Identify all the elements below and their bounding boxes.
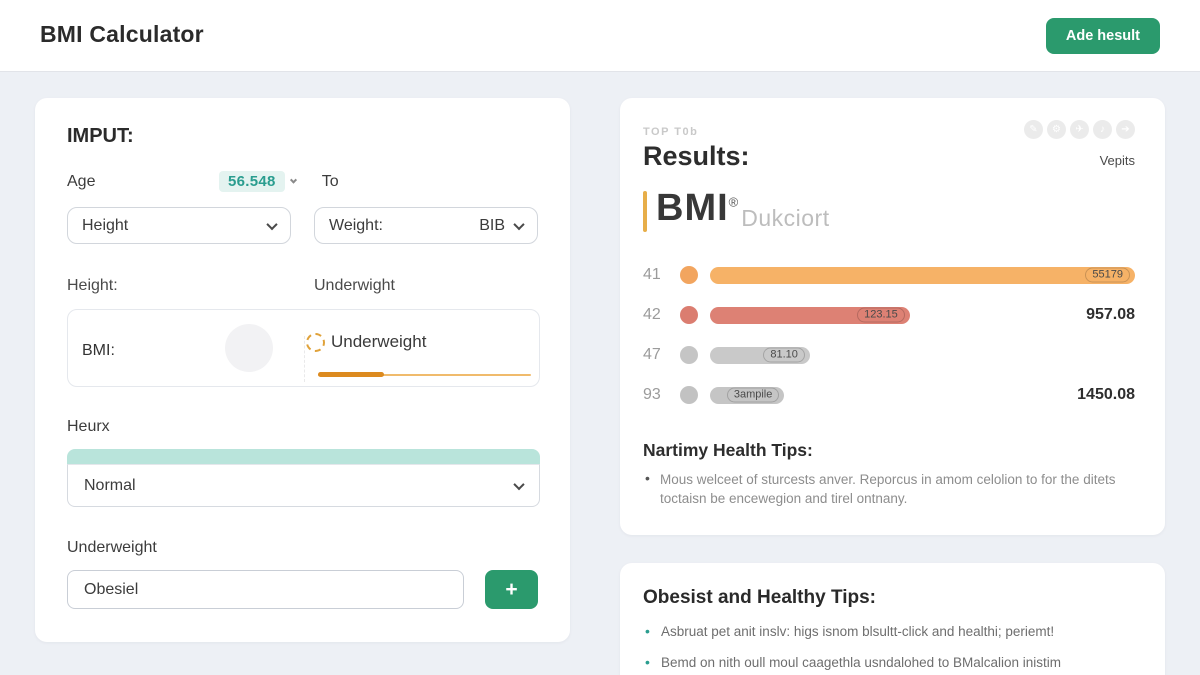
results-panel: TOP T0b ✎ ⚙ ✈ ♪ ➔ Results: Vepits BMI® D… xyxy=(620,98,1165,535)
chevron-down-icon xyxy=(513,478,525,490)
age-row: Age 56.548 To xyxy=(67,171,538,192)
healthy-tips-panel: Obesist and Healthy Tips: Asbruat pet an… xyxy=(620,563,1165,675)
bar-fill: 123.15 xyxy=(710,306,910,324)
healthy-tips-list: Asbruat pet anit inslv: higs isnom blsul… xyxy=(643,622,1135,673)
health-tips-heading: Nartimy Health Tips: xyxy=(643,440,813,460)
info-icon[interactable]: ♪ xyxy=(1093,120,1112,139)
chevron-down-icon xyxy=(266,218,278,230)
bar-label: 123.15 xyxy=(857,307,905,323)
bmi-progress-track xyxy=(318,372,531,377)
underweight-label: Underweight xyxy=(67,539,157,556)
vepits-label: Vepits xyxy=(1099,153,1135,168)
input-panel: IMPUT: Age 56.548 To Height Weight: BIB … xyxy=(35,98,570,642)
bmi-result-box: BMI: Underweight xyxy=(67,309,540,387)
normal-select[interactable]: Normal xyxy=(67,464,540,507)
bar-category: 47 xyxy=(643,346,661,363)
bar-label: 55179 xyxy=(1085,267,1130,283)
bar-category: 93 xyxy=(643,386,661,403)
add-entry-button[interactable]: + xyxy=(485,570,538,609)
bar-track: 81.10 xyxy=(710,346,1135,364)
page-title: BMI Calculator xyxy=(40,21,204,47)
bmi-label: BMI: xyxy=(82,342,115,359)
bmi-status-row: Underweight xyxy=(306,332,426,352)
share-icon[interactable]: ✈ xyxy=(1070,120,1089,139)
healthy-tips-heading: Obesist and Healthy Tips: xyxy=(643,587,876,608)
bar-dot xyxy=(680,346,698,364)
healthy-tip-item: Asbruat pet anit inslv: higs isnom blsul… xyxy=(643,622,1135,642)
badge-icons: ✎ ⚙ ✈ ♪ ➔ xyxy=(1024,120,1135,139)
bar-track: 55179 xyxy=(710,266,1135,284)
bar-category: 42 xyxy=(643,306,661,323)
bar-value: 957.08 xyxy=(1086,306,1135,323)
bar-label: 3ampile xyxy=(726,387,780,403)
bar-fill: 3ampile xyxy=(710,386,785,404)
add-result-button[interactable]: Ade hesult xyxy=(1045,18,1160,54)
bar-track: 123.15 957.08 xyxy=(710,306,1135,324)
arrow-icon[interactable]: ➔ xyxy=(1116,120,1135,139)
height-select-value: Height xyxy=(82,216,129,234)
bmi-progress-fill xyxy=(318,372,385,377)
age-value-pill[interactable]: 56.548 xyxy=(219,171,285,192)
height-caption: Height: xyxy=(67,277,118,294)
bar-value: 1450.08 xyxy=(1077,386,1135,403)
caption-row: Height: Underwight xyxy=(67,277,538,295)
weight-select[interactable]: Weight: BIB xyxy=(314,207,538,244)
bar-dot xyxy=(680,386,698,404)
obese-input[interactable] xyxy=(67,570,465,609)
bmi-status-text: Underweight xyxy=(331,332,427,351)
bar-row: 47 81.10 xyxy=(643,335,1135,375)
input-heading: IMPUT: xyxy=(67,125,134,147)
results-eyebrow: TOP T0b xyxy=(643,126,699,138)
bar-track: 3ampile 1450.08 xyxy=(710,386,1135,404)
healthy-tip-item: Bemd on nith oull moul caagethla usndalo… xyxy=(643,653,1135,673)
bmi-logo: BMI® Dukciort xyxy=(643,187,1135,235)
weight-select-label: Weight: xyxy=(329,216,383,234)
registered-mark: ® xyxy=(728,194,740,210)
heurx-label: Heurx xyxy=(67,418,110,435)
top-bar: BMI Calculator Ade hesult xyxy=(0,0,1200,72)
select-row: Height Weight: BIB xyxy=(67,207,538,244)
bar-label: 81.10 xyxy=(763,347,805,363)
results-header-row: TOP T0b ✎ ⚙ ✈ ♪ ➔ xyxy=(643,120,1135,139)
underwight-caption: Underwight xyxy=(314,277,395,294)
chevron-down-icon[interactable] xyxy=(289,176,297,184)
pencil-icon[interactable]: ✎ xyxy=(1024,120,1043,139)
age-label: Age xyxy=(67,172,96,190)
bar-row: 93 3ampile 1450.08 xyxy=(643,375,1135,415)
logo-text: BMI® xyxy=(656,187,740,229)
normal-select-value: Normal xyxy=(84,476,136,494)
bar-row: 42 123.15 957.08 xyxy=(643,295,1135,335)
bar-fill: 81.10 xyxy=(710,346,810,364)
health-tips-list: Mous welceet of sturcests anver. Reporcu… xyxy=(643,469,1135,508)
bar-category: 41 xyxy=(643,266,661,283)
teal-strip xyxy=(67,449,540,464)
chevron-down-icon xyxy=(513,218,525,230)
logo-subtext: Dukciort xyxy=(741,205,830,231)
height-select[interactable]: Height xyxy=(67,207,291,244)
logo-accent-bar xyxy=(643,191,647,232)
dashed-ring-icon xyxy=(306,332,325,352)
bar-dot xyxy=(680,266,698,284)
gear-icon[interactable]: ⚙ xyxy=(1047,120,1066,139)
results-heading: Results: xyxy=(643,141,750,171)
bar-row: 41 55179 xyxy=(643,255,1135,295)
bar-fill: 55179 xyxy=(710,266,1135,284)
obese-input-row: + xyxy=(67,570,538,609)
results-bar-chart: 41 55179 42 123.15 957.08 47 xyxy=(643,255,1135,415)
dashed-divider xyxy=(304,336,305,382)
to-label: To xyxy=(321,172,339,190)
weight-select-value: BIB xyxy=(479,216,505,234)
health-tip-item: Mous welceet of sturcests anver. Reporcu… xyxy=(643,469,1135,508)
results-heading-row: Results: Vepits xyxy=(643,141,1135,172)
bar-dot xyxy=(680,306,698,324)
ghost-circle xyxy=(225,324,273,372)
